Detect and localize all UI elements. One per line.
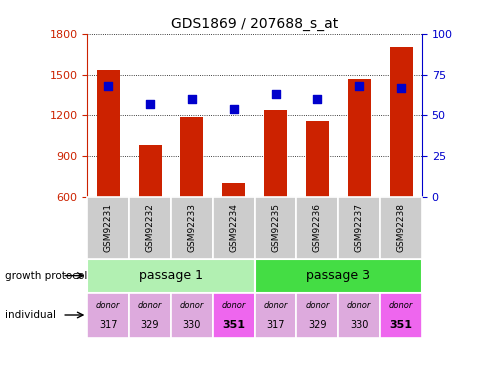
Text: GSM92235: GSM92235 <box>271 203 279 252</box>
Bar <box>212 292 254 338</box>
Text: donor: donor <box>221 301 245 310</box>
Text: growth protocol: growth protocol <box>5 271 87 280</box>
Text: 351: 351 <box>222 320 245 330</box>
Bar <box>87 197 129 259</box>
Text: individual: individual <box>5 310 56 320</box>
Text: donor: donor <box>137 301 162 310</box>
Point <box>396 85 404 91</box>
Bar <box>347 79 370 197</box>
Bar <box>379 292 421 338</box>
Text: 329: 329 <box>140 320 159 330</box>
Bar <box>254 259 421 292</box>
Text: GSM92231: GSM92231 <box>104 203 112 252</box>
Text: GSM92232: GSM92232 <box>145 203 154 252</box>
Bar <box>96 70 120 197</box>
Text: 330: 330 <box>182 320 201 330</box>
Bar <box>337 292 379 338</box>
Bar <box>305 122 328 197</box>
Text: passage 3: passage 3 <box>306 269 369 282</box>
Bar <box>87 292 129 338</box>
Bar <box>170 197 212 259</box>
Text: GSM92236: GSM92236 <box>312 203 321 252</box>
Text: 329: 329 <box>307 320 326 330</box>
Bar <box>212 197 254 259</box>
Text: 330: 330 <box>349 320 368 330</box>
Bar <box>138 145 161 197</box>
Bar <box>296 292 337 338</box>
Text: 317: 317 <box>99 320 117 330</box>
Bar <box>379 197 421 259</box>
Text: 317: 317 <box>266 320 284 330</box>
Bar <box>222 183 245 197</box>
Point <box>104 83 112 89</box>
Text: donor: donor <box>96 301 120 310</box>
Text: donor: donor <box>388 301 412 310</box>
Text: 351: 351 <box>389 320 412 330</box>
Bar <box>296 197 337 259</box>
Point <box>188 96 196 102</box>
Bar <box>180 117 203 197</box>
Title: GDS1869 / 207688_s_at: GDS1869 / 207688_s_at <box>171 17 337 32</box>
Bar <box>337 197 379 259</box>
Bar <box>389 47 412 197</box>
Point <box>229 106 237 112</box>
Text: GSM92233: GSM92233 <box>187 203 196 252</box>
Text: GSM92238: GSM92238 <box>396 203 405 252</box>
Bar <box>129 292 170 338</box>
Bar <box>87 259 254 292</box>
Bar <box>129 197 170 259</box>
Text: donor: donor <box>179 301 204 310</box>
Bar <box>254 292 296 338</box>
Text: donor: donor <box>263 301 287 310</box>
Point <box>313 96 320 102</box>
Bar <box>263 110 287 197</box>
Text: passage 1: passage 1 <box>139 269 202 282</box>
Point <box>146 101 153 107</box>
Point <box>355 83 363 89</box>
Text: donor: donor <box>346 301 371 310</box>
Bar <box>254 197 296 259</box>
Text: donor: donor <box>304 301 329 310</box>
Point <box>271 91 279 97</box>
Text: GSM92237: GSM92237 <box>354 203 363 252</box>
Text: GSM92234: GSM92234 <box>229 203 238 252</box>
Bar <box>170 292 212 338</box>
